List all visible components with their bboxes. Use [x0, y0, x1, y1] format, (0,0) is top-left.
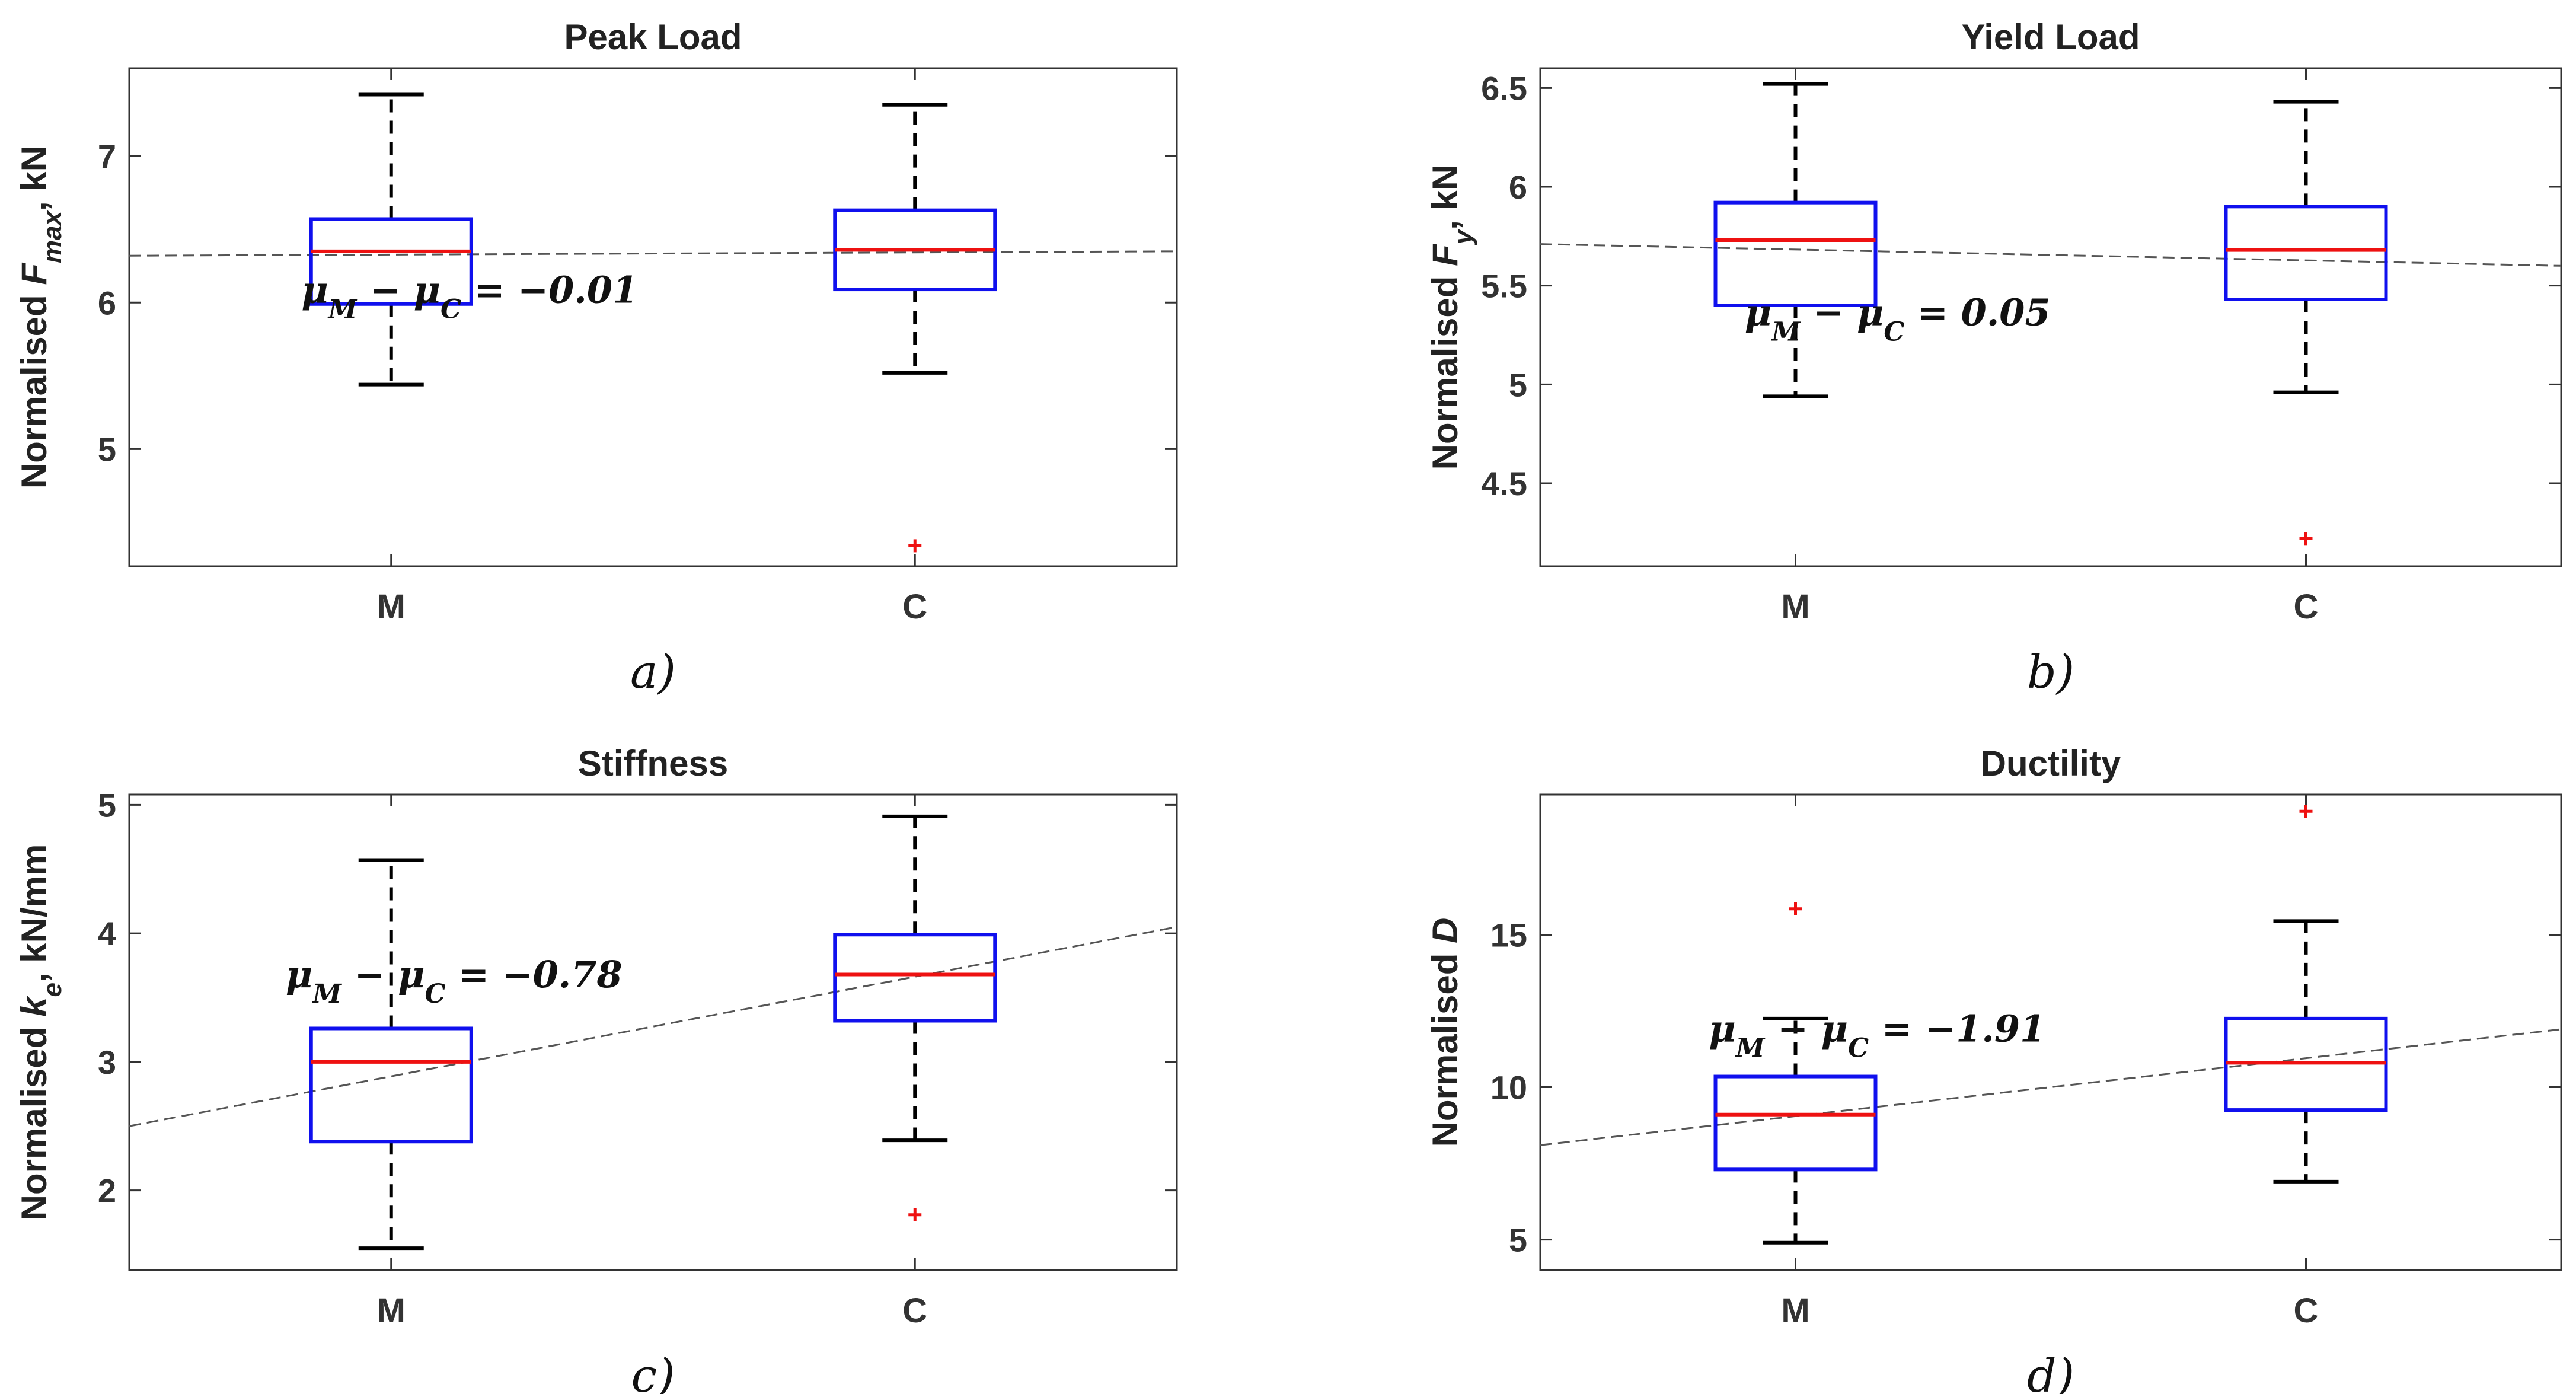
- chart1-ytick-label-3: 6: [1509, 168, 1527, 206]
- chart2-ytick-label-0: 2: [98, 1172, 116, 1210]
- chart1-box-M-iqr: [1713, 200, 1878, 307]
- chart3-box-M-iqr: [1713, 1074, 1878, 1172]
- chart0-ylabel: Normalised Fmax, kN: [14, 146, 67, 489]
- chart1-category-label-0: M: [1781, 588, 1809, 626]
- chart3-box-C-outlier-0: [2299, 805, 2313, 818]
- chart3-box-M-outlier-0: [1789, 902, 1802, 915]
- chart2-category-label-0: M: [377, 1291, 406, 1330]
- chart1-ytick-label-0: 4.5: [1481, 465, 1527, 502]
- chart3-annotation: μM − μC = −1.91: [1709, 1007, 2045, 1063]
- chart0-ytick-label-2: 7: [98, 138, 116, 175]
- chart0-panel-label: a): [630, 646, 676, 699]
- panel-b: 4.5 5 5.5 6 6.5 M C Yield Load Normalised Fy, kN…: [1425, 17, 2562, 699]
- chart2-box-M-iqr: [309, 1026, 473, 1144]
- chart2-annotation: μM − μC = −0.78: [286, 953, 623, 1009]
- chart1-ylabel: Normalised Fy, kN: [1425, 165, 1478, 470]
- chart3-category-label-0: M: [1781, 1291, 1809, 1330]
- panel-a: 5 6 7 M C Peak Load Normalised Fmax, kN μM − μC…: [14, 17, 1178, 699]
- panel-c: 2 3 4 5 M C Stiffness Normalised ke, kN/mm μM − …: [14, 744, 1178, 1394]
- chart1-title: Yield Load: [1961, 17, 2140, 57]
- chart3-ylabel: Normalised D: [1425, 918, 1465, 1147]
- chart0-title: Peak Load: [564, 17, 742, 57]
- chart3-trend-line: [1540, 1028, 2562, 1146]
- chart0-axes-box: [128, 67, 1178, 567]
- chart0-box-M-iqr: [309, 217, 473, 306]
- chart2-title: Stiffness: [578, 744, 728, 783]
- chart3-ytick-label-2: 15: [1490, 916, 1527, 953]
- panel-d: 5 10 15 M C Ductility Normalised D μM − μC = −1…: [1425, 744, 2562, 1394]
- chart2-category-label-1: C: [902, 1291, 927, 1330]
- chart0-annotation: μM − μC = −0.01: [301, 268, 638, 324]
- chart0-category-label-1: C: [902, 588, 927, 626]
- chart1-trend-line: [1540, 243, 2562, 267]
- chart1-axes-box: [1539, 67, 2562, 567]
- chart2-box-C-iqr: [833, 933, 997, 1023]
- chart2-ytick-label-1: 3: [98, 1044, 116, 1081]
- chart3-title: Ductility: [1981, 744, 2121, 783]
- chart1-ytick-label-2: 5.5: [1481, 267, 1527, 305]
- chart3-category-label-1: C: [2294, 1291, 2319, 1330]
- chart1-category-label-1: C: [2294, 588, 2319, 626]
- chart3-ytick-label-1: 10: [1490, 1069, 1527, 1106]
- chart0-box-C-outlier-0: [908, 539, 922, 553]
- chart3-ytick-label-0: 5: [1509, 1221, 1527, 1259]
- chart1-annotation: μM − μC = 0.05: [1745, 291, 2051, 347]
- chart3-panel-label: d): [2027, 1350, 2074, 1394]
- chart1-box-C-outlier-0: [2299, 532, 2313, 546]
- chart3-axes-box: [1539, 793, 2562, 1271]
- chart2-box-C-outlier-0: [908, 1208, 922, 1221]
- chart2-axes-box: [128, 793, 1178, 1271]
- chart0-ytick-label-0: 5: [98, 430, 116, 468]
- chart1-panel-label: b): [2027, 646, 2074, 699]
- chart2-ytick-label-2: 4: [98, 915, 116, 952]
- chart0-category-label-0: M: [377, 588, 406, 626]
- chart2-panel-label: c): [631, 1350, 675, 1394]
- chart1-ytick-label-1: 5: [1509, 366, 1527, 403]
- chart0-ytick-label-1: 6: [98, 284, 116, 321]
- chart0-trend-line: [129, 250, 1177, 257]
- chart2-ylabel: Normalised ke, kN/mm: [14, 844, 67, 1221]
- chart1-box-C-iqr: [2224, 205, 2388, 302]
- chart2-ytick-label-3: 5: [98, 786, 116, 824]
- chart1-ytick-label-4: 6.5: [1481, 69, 1527, 107]
